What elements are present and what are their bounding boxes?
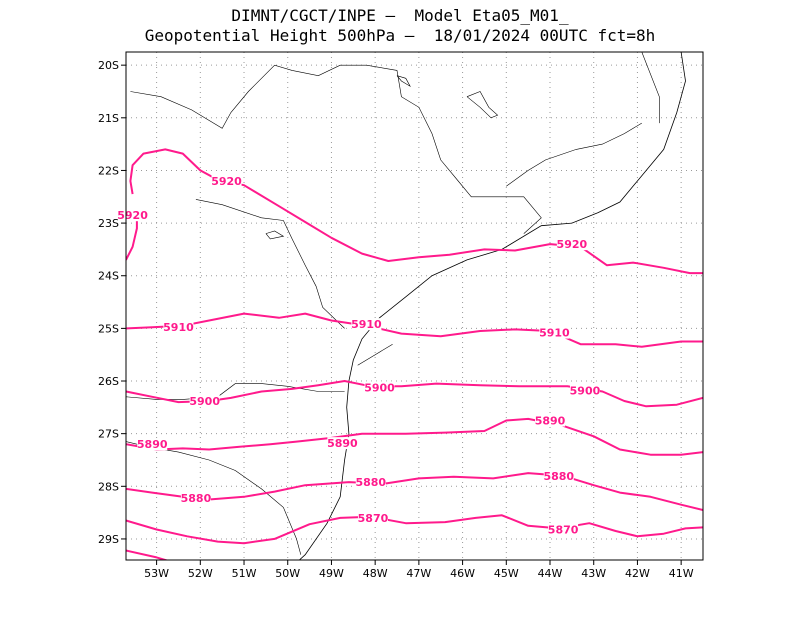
x-tick-label: 41W [669,567,694,580]
y-tick-label: 21S [98,112,119,125]
state-border [130,64,542,234]
coastline [298,52,686,560]
x-tick-label: 47W [406,567,431,580]
y-tick-label: 26S [98,375,119,388]
contour-line-5890 [126,417,703,456]
contour-line-5910 [126,312,703,348]
contour-label-5890: 5890 [535,414,566,427]
y-tick-label: 24S [98,270,119,283]
contour-label-bg [137,438,168,451]
chart-title-line-1: DIMNT/CGCT/INPE – Model Eta05_M01_ [231,6,569,25]
y-tick-label: 20S [98,59,119,72]
contour-label-bg [117,209,148,222]
contour-line-5870 [126,514,703,545]
contour-label-5880: 5880 [543,470,574,483]
x-tick-label: 45W [494,567,519,580]
state-border [195,199,345,329]
contour-label-5900: 5900 [364,381,395,394]
state-border [641,52,660,124]
contour-label-5900: 5900 [570,384,601,397]
contour-label-bg [569,384,600,397]
y-tick-label: 27S [98,428,119,441]
contour-label-bg [180,491,211,504]
contour-label-bg [351,318,382,331]
state-border [126,441,302,555]
lake-outline [396,75,411,88]
contour-label-bg [189,395,220,408]
contour-label-5880: 5880 [355,476,386,489]
contour-label-5910: 5910 [351,318,382,331]
state-border [357,343,393,366]
contour-line-5920 [126,215,138,261]
contour-label-5870: 5870 [548,523,579,536]
contour-label-5890: 5890 [137,438,168,451]
y-tick-label: 28S [98,480,119,493]
contour-label-bg [327,437,358,450]
contour-labels: 5920 5920 5920 5910 5910 5910 5900 5900 5900 5890… [117,174,601,536]
lake-outline [466,91,499,119]
contour-label-bg [548,523,579,536]
axis-ticks: 53W 52W 51W 50W 49W 48W 47W 46W 45W 44W 43W 42W 41W 2… [98,59,694,580]
contour-layer [126,148,703,560]
contour-label-5920: 5920 [211,175,242,188]
x-tick-label: 43W [581,567,606,580]
plot-frame [125,51,704,561]
x-tick-label: 49W [319,567,344,580]
contour-label-5910: 5910 [539,327,570,340]
x-tick-label: 46W [450,567,475,580]
contour-label-bg [364,381,395,394]
contour-label-bg [163,320,194,333]
contour-label-bg [539,326,570,339]
contour-line-5880 [126,472,703,511]
contour-label-5910: 5910 [163,321,194,334]
contour-label-5920: 5920 [557,238,588,251]
contour-line-5920 [129,148,703,275]
state-border [506,122,642,187]
contour-label-bg [211,174,242,187]
contour-label-5880: 5880 [181,492,212,505]
grid-lines [126,52,703,560]
x-tick-label: 53W [144,567,169,580]
contour-label-bg [357,511,388,524]
x-tick-label: 48W [363,567,388,580]
lake-outline [265,230,285,240]
y-tick-label: 22S [98,164,119,177]
y-tick-label: 23S [98,217,119,230]
contour-label-bg [543,469,574,482]
contour-label-bg [355,476,386,489]
contour-label-5870: 5870 [358,512,389,525]
x-tick-label: 51W [232,567,257,580]
y-tick-label: 29S [98,533,119,546]
contour-label-5920: 5920 [117,209,148,222]
x-tick-label: 42W [625,567,650,580]
contour-label-5900: 5900 [189,395,220,408]
x-tick-label: 50W [275,567,300,580]
x-tick-label: 44W [538,567,563,580]
chart-title-line-2: Geopotential Height 500hPa – 18/01/2024 … [144,26,656,45]
contour-label-bg [556,238,587,251]
contour-line-5870 [126,549,169,560]
contour-label-5890: 5890 [327,437,358,450]
contour-label-bg [535,414,566,427]
y-tick-label: 25S [98,322,119,335]
x-tick-label: 52W [188,567,213,580]
